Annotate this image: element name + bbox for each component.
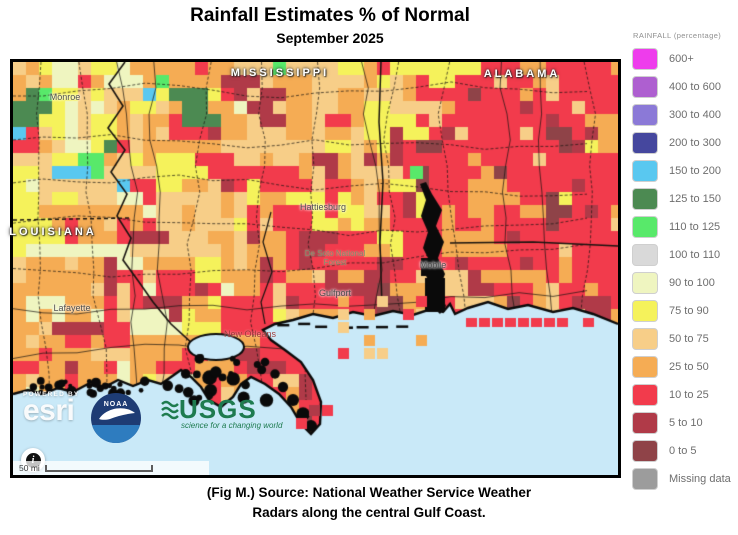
legend-label: 600+ bbox=[669, 53, 694, 65]
noaa-logo: NOAA bbox=[91, 393, 141, 443]
legend-item: 150 to 200 bbox=[632, 160, 736, 182]
legend-swatch bbox=[632, 48, 658, 70]
legend-swatch bbox=[632, 76, 658, 98]
legend-label: 200 to 300 bbox=[669, 137, 721, 149]
scale-bar: 50 mi bbox=[13, 461, 209, 475]
legend-swatch bbox=[632, 104, 658, 126]
map-label-city: Gulfport bbox=[318, 288, 352, 298]
legend-swatch bbox=[632, 160, 658, 182]
legend-swatch bbox=[632, 300, 658, 322]
map-label-state: ALABAMA bbox=[483, 68, 561, 80]
legend-swatch bbox=[632, 356, 658, 378]
legend-label: Missing data bbox=[669, 473, 731, 485]
page-title: Rainfall Estimates % of Normal bbox=[190, 5, 470, 26]
legend-item: 110 to 125 bbox=[632, 216, 736, 238]
legend-item: 400 to 600 bbox=[632, 76, 736, 98]
page-subtitle: September 2025 bbox=[276, 30, 384, 46]
legend-label: 400 to 600 bbox=[669, 81, 721, 93]
noaa-bird-icon bbox=[99, 408, 135, 420]
legend-swatch bbox=[632, 440, 658, 462]
legend-swatch bbox=[632, 216, 658, 238]
map[interactable]: MISSISSIPPI ALABAMA LOUISIANA Monroe Hatties… bbox=[9, 59, 621, 478]
legend-item: 75 to 90 bbox=[632, 300, 736, 322]
title-block: Rainfall Estimates % of Normal September… bbox=[0, 5, 660, 46]
legend-item: 600+ bbox=[632, 48, 736, 70]
esri-powered-by-label: POWERED BY bbox=[23, 391, 80, 398]
legend-swatch bbox=[632, 272, 658, 294]
map-label-state: LOUISIANA bbox=[9, 226, 97, 238]
map-label-city: Monroe bbox=[49, 92, 81, 102]
figure-caption: (Fig M.) Source: National Weather Servic… bbox=[0, 483, 738, 524]
legend-item: Missing data bbox=[632, 468, 736, 490]
esri-wordmark: esri bbox=[23, 394, 75, 427]
noaa-ocean bbox=[92, 425, 140, 443]
legend-label: 125 to 150 bbox=[669, 193, 721, 205]
noaa-wordmark: NOAA bbox=[104, 401, 129, 408]
legend-label: 5 to 10 bbox=[669, 417, 703, 429]
map-label-state: MISSISSIPPI bbox=[230, 67, 330, 79]
scale-label: 50 mi bbox=[19, 463, 40, 473]
legend-item: 50 to 75 bbox=[632, 328, 736, 350]
legend-label: 50 to 75 bbox=[669, 333, 709, 345]
legend-item: 25 to 50 bbox=[632, 356, 736, 378]
usgs-tagline: science for a changing world bbox=[181, 421, 283, 430]
legend-swatch bbox=[632, 328, 658, 350]
map-label-city: Hattiesburg bbox=[299, 202, 347, 212]
legend-label: 300 to 400 bbox=[669, 109, 721, 121]
legend-label: 110 to 125 bbox=[669, 221, 721, 233]
legend-swatch bbox=[632, 468, 658, 490]
legend-swatch bbox=[632, 384, 658, 406]
legend-header: RAINFALL (percentage) bbox=[633, 31, 722, 40]
legend-list: 600+ 400 to 600 300 to 400 200 to 300 150 to… bbox=[632, 48, 736, 490]
scale-line bbox=[44, 464, 153, 472]
legend-label: 100 to 110 bbox=[669, 249, 721, 261]
legend-label: 90 to 100 bbox=[669, 277, 715, 289]
usgs-logo: USGS science for a changing world bbox=[161, 396, 282, 430]
legend-item: 300 to 400 bbox=[632, 104, 736, 126]
legend-panel: RAINFALL (percentage) 600+ 400 to 600 300 … bbox=[632, 31, 736, 496]
legend-swatch bbox=[632, 244, 658, 266]
caption-line-2: Radars along the central Gulf Coast. bbox=[252, 505, 486, 521]
legend-item: 200 to 300 bbox=[632, 132, 736, 154]
map-overlays: MISSISSIPPI ALABAMA LOUISIANA Monroe Hatties… bbox=[9, 62, 618, 475]
legend-label: 25 to 50 bbox=[669, 361, 709, 373]
legend-label: 10 to 25 bbox=[669, 389, 709, 401]
legend-item: 100 to 110 bbox=[632, 244, 736, 266]
caption-line-1: (Fig M.) Source: National Weather Servic… bbox=[206, 485, 532, 500]
usgs-wave-icon bbox=[161, 400, 179, 420]
esri-logo: POWERED BY esri bbox=[23, 391, 80, 427]
legend-label: 0 to 5 bbox=[669, 445, 697, 457]
legend-item: 90 to 100 bbox=[632, 272, 736, 294]
legend-item: 0 to 5 bbox=[632, 440, 736, 462]
legend-item: 125 to 150 bbox=[632, 188, 736, 210]
map-label-city-red: New Orleans bbox=[223, 329, 277, 339]
map-label-forest: De Soto National Forest bbox=[304, 248, 366, 267]
usgs-wordmark: USGS bbox=[179, 394, 257, 424]
map-label-city: Lafayette bbox=[53, 303, 91, 313]
legend-label: 75 to 90 bbox=[669, 305, 709, 317]
legend-item: 10 to 25 bbox=[632, 384, 736, 406]
legend-swatch bbox=[632, 188, 658, 210]
legend-item: 5 to 10 bbox=[632, 412, 736, 434]
legend-swatch bbox=[632, 132, 658, 154]
map-label-city: Mobile bbox=[419, 260, 447, 270]
legend-label: 150 to 200 bbox=[669, 165, 721, 177]
legend-swatch bbox=[632, 412, 658, 434]
